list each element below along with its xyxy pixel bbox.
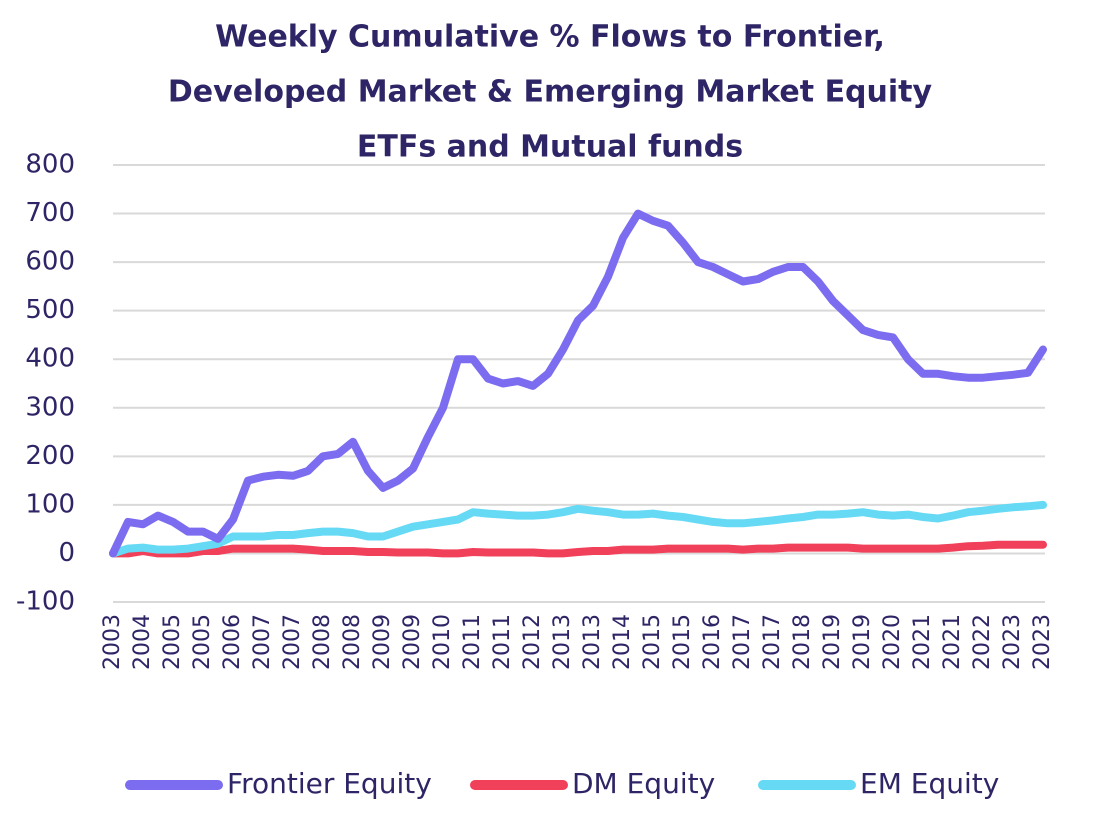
y-tick-label: -100: [16, 587, 75, 617]
x-tick-label: 2006: [220, 614, 245, 670]
legend-label: Frontier Equity: [227, 767, 432, 800]
x-tick-label: 2005: [190, 614, 215, 670]
y-tick-label: 0: [58, 538, 75, 568]
chart-title: Weekly Cumulative % Flows to Frontier,: [215, 20, 885, 55]
x-tick-label: 2017: [730, 614, 755, 670]
x-tick-label: 2008: [310, 614, 335, 670]
legend-label: EM Equity: [860, 767, 999, 800]
x-tick-label: 2003: [100, 614, 125, 670]
x-tick-label: 2009: [400, 614, 425, 670]
x-tick-label: 2013: [580, 614, 605, 670]
x-tick-label: 2014: [610, 614, 635, 670]
x-tick-label: 2009: [370, 614, 395, 670]
y-tick-label: 600: [25, 247, 75, 277]
x-tick-label: 2021: [940, 614, 965, 670]
x-tick-label: 2007: [280, 614, 305, 670]
x-tick-label: 2008: [340, 614, 365, 670]
x-tick-label: 2010: [430, 614, 455, 670]
x-tick-label: 2019: [820, 614, 845, 670]
series-line: [109, 500, 1047, 558]
x-tick-label: 2012: [520, 614, 545, 670]
y-tick-label: 400: [25, 344, 75, 374]
x-tick-label: 2015: [670, 614, 695, 670]
x-tick-label: 2020: [880, 614, 905, 670]
y-tick-label: 800: [25, 150, 75, 180]
x-tick-label: 2011: [460, 614, 485, 670]
series-line: [109, 540, 1047, 558]
x-tick-label: 2005: [160, 614, 185, 670]
x-tick-label: 2021: [910, 614, 935, 670]
x-tick-label: 2007: [250, 614, 275, 670]
y-tick-label: 500: [25, 295, 75, 325]
x-tick-label: 2016: [700, 614, 725, 670]
chart-title: ETFs and Mutual funds: [357, 130, 743, 165]
x-tick-label: 2018: [790, 614, 815, 670]
x-tick-label: 2011: [490, 614, 515, 670]
legend: Frontier Equity DM Equity EM Equity: [125, 767, 999, 800]
x-tick-label: 2013: [550, 614, 575, 670]
x-tick-label: 2004: [130, 614, 155, 670]
series-line: [109, 209, 1047, 558]
chart-title: Developed Market & Emerging Market Equit…: [168, 75, 933, 110]
x-tick-label: 2017: [760, 614, 785, 670]
legend-label: DM Equity: [572, 767, 715, 800]
y-tick-label: 200: [25, 441, 75, 471]
x-tick-label: 2023: [1030, 614, 1055, 670]
x-tick-label: 2015: [640, 614, 665, 670]
y-tick-label: 100: [25, 489, 75, 519]
y-tick-label: 700: [25, 198, 75, 228]
y-tick-label: 300: [25, 392, 75, 422]
x-tick-label: 2022: [970, 614, 995, 670]
x-tick-label: 2019: [850, 614, 875, 670]
x-tick-label: 2023: [1000, 614, 1025, 670]
